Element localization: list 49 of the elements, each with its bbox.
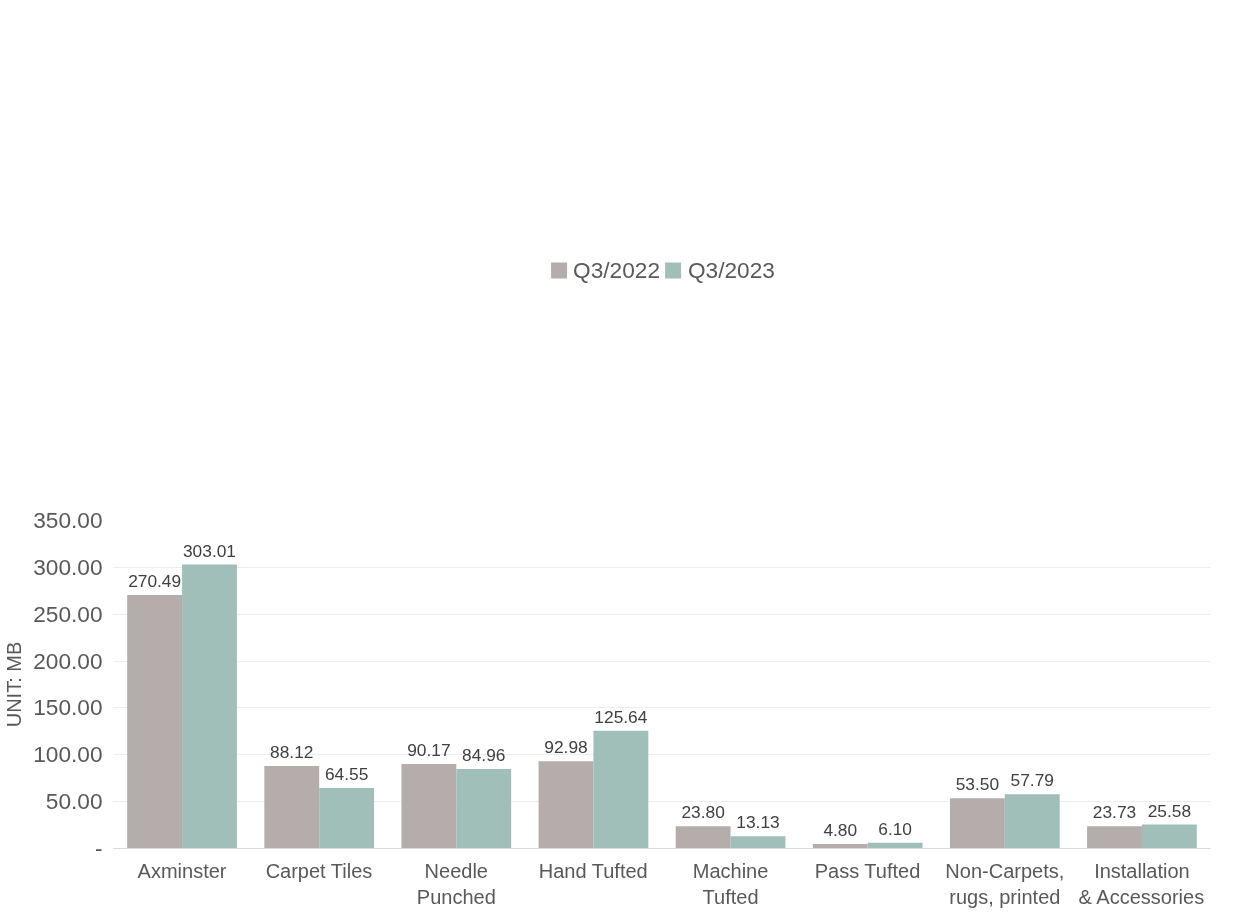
x-tick-label: Pass Tufted bbox=[814, 859, 921, 882]
bar bbox=[1087, 826, 1142, 849]
x-tick-label: Hand Tufted bbox=[538, 859, 648, 882]
bar bbox=[127, 595, 183, 849]
y-tick-label: 350.00 bbox=[33, 507, 103, 533]
bar bbox=[182, 564, 237, 849]
data-label: 84.96 bbox=[462, 744, 506, 765]
data-label: 57.79 bbox=[1010, 770, 1054, 791]
data-label: 64.55 bbox=[324, 764, 369, 785]
data-label: 53.50 bbox=[955, 774, 1000, 795]
bar bbox=[538, 761, 594, 849]
y-tick-label: 150.00 bbox=[33, 694, 103, 721]
bar bbox=[949, 798, 1005, 849]
bar bbox=[264, 765, 320, 849]
bar bbox=[456, 768, 512, 849]
x-tick-label: Non-Carpets, rugs, printed bbox=[945, 859, 1065, 908]
data-label: 270.49 bbox=[128, 571, 182, 592]
bar bbox=[319, 788, 375, 849]
data-label: 25.58 bbox=[1147, 800, 1192, 821]
y-tick-label: 50.00 bbox=[45, 788, 103, 815]
legend-label: Q3/2022 bbox=[573, 256, 660, 284]
x-tick-label: Needle Punched bbox=[416, 859, 496, 908]
bar bbox=[1141, 824, 1197, 849]
bar bbox=[675, 826, 731, 849]
data-label: 88.12 bbox=[270, 741, 314, 762]
data-label: 4.80 bbox=[823, 820, 858, 840]
data-label: 90.17 bbox=[407, 740, 451, 760]
data-label: 6.10 bbox=[878, 818, 912, 839]
y-tick-label: 250.00 bbox=[33, 600, 103, 627]
y-axis-title: UNIT: MB bbox=[3, 641, 26, 728]
bar bbox=[1004, 794, 1060, 849]
bar bbox=[730, 836, 786, 849]
bar bbox=[401, 764, 457, 849]
x-tick-label: Carpet Tiles bbox=[265, 859, 373, 882]
data-label: 92.98 bbox=[544, 737, 588, 758]
y-tick-label: - bbox=[94, 835, 103, 861]
x-tick-label: Installation & Accessories bbox=[1078, 859, 1205, 908]
bar bbox=[593, 730, 649, 849]
x-tick-label: Axminster bbox=[137, 859, 227, 882]
y-tick-label: 300.00 bbox=[33, 553, 103, 580]
x-tick-label: Machine Tufted bbox=[692, 859, 769, 908]
data-label: 303.01 bbox=[182, 540, 236, 561]
data-label: 23.80 bbox=[681, 802, 725, 823]
data-label: 13.13 bbox=[736, 812, 780, 833]
y-tick-label: 200.00 bbox=[33, 647, 103, 674]
data-label: 23.73 bbox=[1092, 802, 1137, 823]
data-label: 125.64 bbox=[594, 706, 648, 727]
legend-label: Q3/2023 bbox=[688, 256, 775, 284]
y-tick-label: 100.00 bbox=[33, 741, 103, 768]
